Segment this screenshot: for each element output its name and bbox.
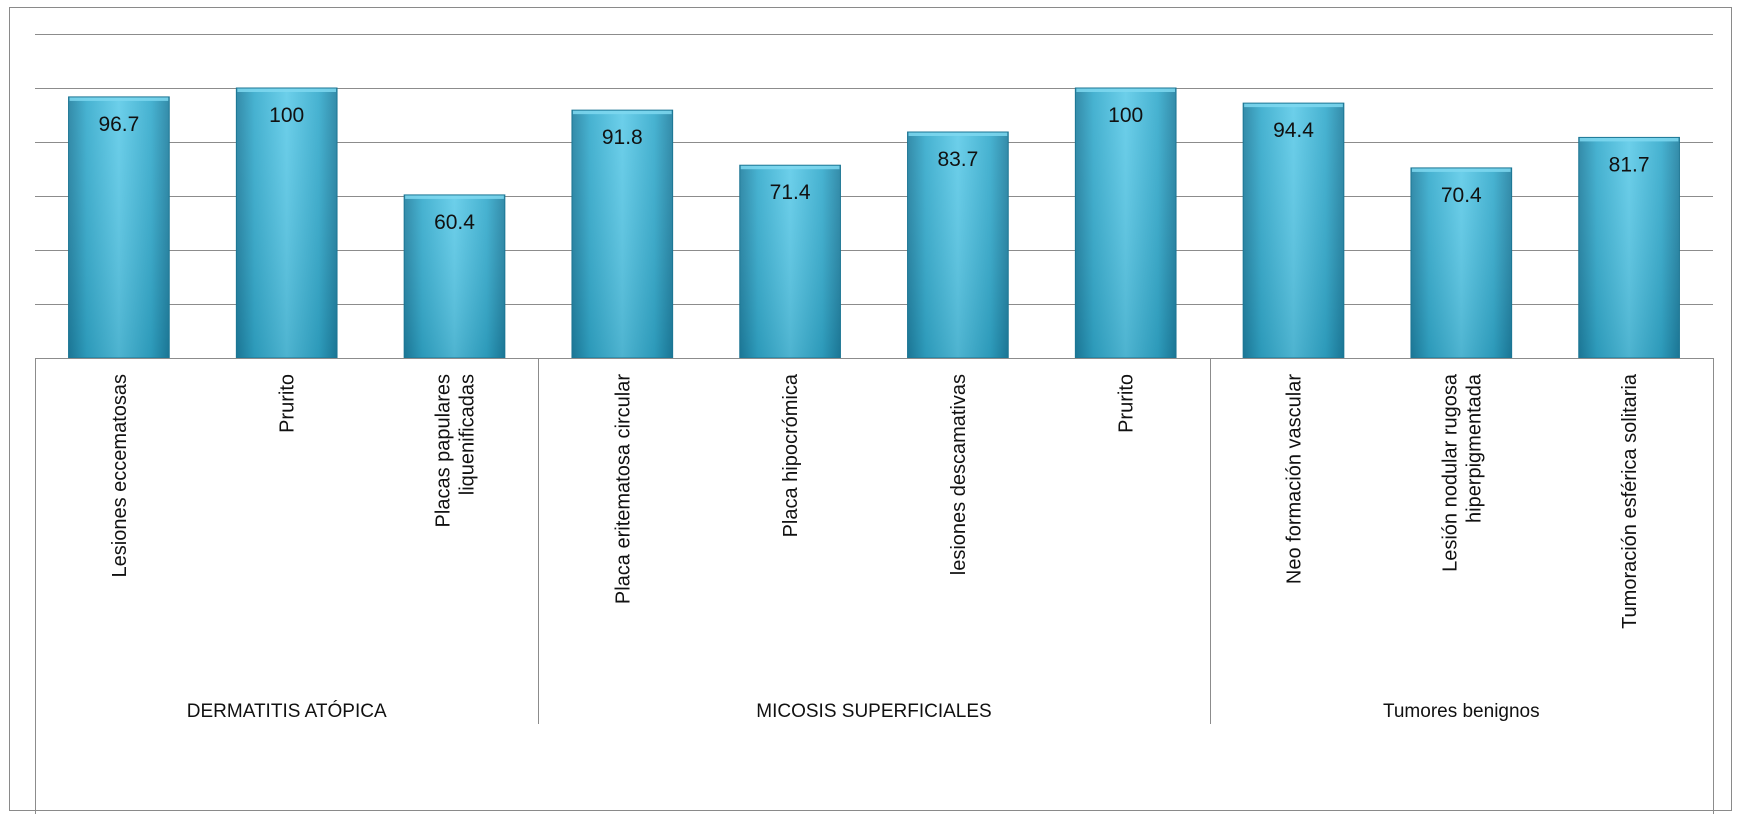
bar-top-bevel — [1244, 103, 1343, 108]
category-label: Prurito — [1116, 374, 1138, 433]
category-label-text: Tumoración esférica solitaria — [1619, 373, 1641, 629]
category-label-text: Placas papulares — [433, 374, 455, 527]
bar-shade — [1075, 88, 1177, 358]
category-label-text: Placa eritematosa circular — [612, 374, 634, 604]
category-label-text: Lesiones eccematosas — [109, 374, 131, 577]
bar-top-bevel — [405, 194, 504, 199]
group-label: Tumores benignos — [1383, 701, 1540, 722]
value-label: 100 — [1108, 104, 1143, 127]
category-label: Lesiones eccematosas — [109, 374, 131, 577]
category-label: Lesión nodular rugosa hiperpigmentada — [1439, 373, 1485, 572]
bar-top-bevel — [69, 96, 169, 101]
value-label: 91.8 — [602, 126, 643, 149]
category-label-text: lesiones descamativas — [948, 374, 970, 575]
category-label: Tumoración esférica solitaria — [1619, 373, 1641, 629]
bar-shade — [404, 194, 505, 358]
value-label: 100 — [269, 104, 304, 127]
bar-shade — [907, 132, 1009, 358]
bar-top-bevel — [237, 88, 337, 92]
category-label-text: Prurito — [277, 374, 299, 433]
value-label: 96.7 — [98, 113, 139, 136]
bar-shade — [1410, 167, 1512, 358]
category-label-text: hiperpigmentada — [1463, 373, 1485, 523]
value-label: 81.7 — [1609, 153, 1650, 176]
category-label-text: liquenificadas — [457, 374, 479, 495]
category-label-text: Neo formación vascular — [1284, 374, 1306, 584]
value-label: 83.7 — [937, 148, 978, 171]
category-label: Placa hipocrómica — [780, 373, 802, 537]
group-label: DERMATITIS ATÓPICA — [187, 700, 387, 722]
group-labels: DERMATITIS ATÓPICA MICOSIS SUPERFICIALES T… — [187, 700, 1540, 722]
bar-top-bevel — [1411, 167, 1511, 172]
bar-shade — [571, 110, 673, 358]
category-label: Placa eritematosa circular — [612, 374, 634, 604]
bar-top-bevel — [1579, 137, 1679, 142]
category-label-text: Placa hipocrómica — [780, 373, 802, 537]
value-label: 60.4 — [434, 211, 475, 234]
category-label-text: Lesión nodular rugosa — [1439, 373, 1461, 572]
bar-shade — [739, 165, 841, 358]
value-label: 71.4 — [770, 181, 811, 204]
bar-shade — [236, 88, 338, 358]
group-label: MICOSIS SUPERFICIALES — [756, 701, 991, 722]
bars — [68, 87, 1680, 359]
bar-shade — [1243, 103, 1344, 359]
value-label: 70.4 — [1441, 184, 1482, 207]
category-label: lesiones descamativas — [948, 374, 970, 575]
bar-top-bevel — [740, 165, 840, 170]
bar-top-bevel — [908, 132, 1008, 137]
bar-shade — [1578, 137, 1680, 358]
bar-top-bevel — [1076, 88, 1176, 92]
bar-shade — [68, 96, 170, 358]
category-axis — [35, 358, 1714, 814]
category-label: Placas papulares liquenificadas — [433, 374, 479, 527]
bar-top-bevel — [572, 110, 672, 115]
category-label: Prurito — [277, 374, 299, 433]
value-labels: 96.7 100 60.4 91.8 71.4 83.7 100 94.4 70.4 81.7 — [98, 104, 1649, 234]
value-label: 94.4 — [1273, 119, 1314, 142]
category-labels: Lesiones eccematosas Prurito Placas papula… — [109, 373, 1641, 629]
category-label: Neo formación vascular — [1284, 374, 1306, 584]
category-label-text: Prurito — [1116, 374, 1138, 433]
